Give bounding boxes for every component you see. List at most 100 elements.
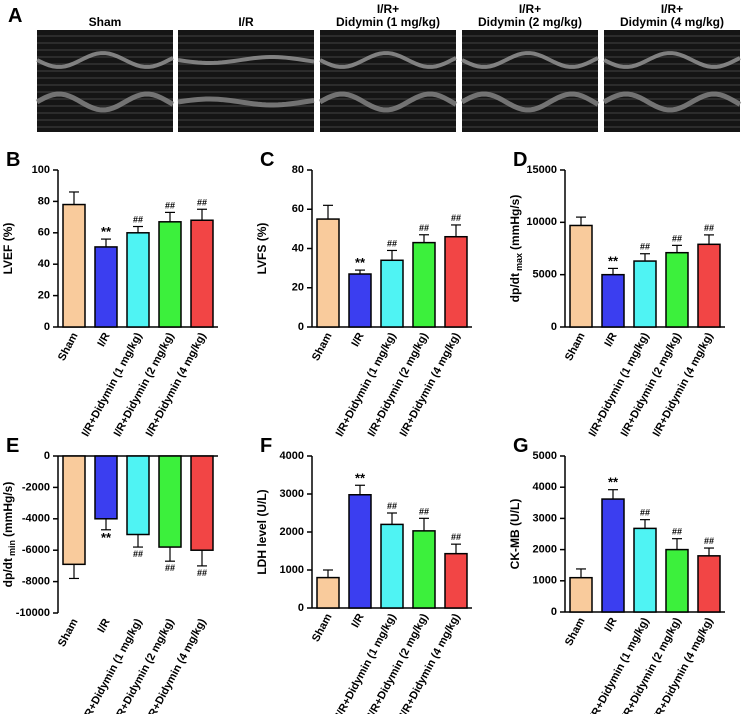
y-axis-label-main: LDH level (U/L) [255,489,269,574]
bar [444,552,468,609]
significance-label: ## [133,549,143,559]
x-tick-label: Sham [56,331,81,363]
bar [665,251,689,328]
image-title: I/R [238,15,254,29]
x-tick-label: I/R [95,617,112,635]
y-tick-label: 40 [292,242,304,254]
bar [62,455,86,566]
significance-label: ## [640,242,650,252]
y-axis-label: dp/dt max (mmHg/s) [508,195,524,303]
image-wall [319,51,457,69]
image-background [178,30,314,132]
y-tick-label: 80 [292,164,304,176]
x-tick-label: Sham [310,612,335,644]
y-axis-label-unit: (mmHg/s) [508,195,522,250]
y-tick-label: 1000 [533,575,557,587]
bar [348,273,372,328]
bar [697,243,721,328]
bar [601,273,625,328]
y-tick-label: 5000 [533,269,557,281]
significance-label: ** [101,224,112,239]
y-tick-label: 80 [38,195,50,207]
y-tick-label: 2000 [533,544,557,556]
y-tick-label: 5000 [533,450,557,462]
panel-label: D [513,149,527,171]
bar [62,203,86,328]
y-axis-label-main: LVEF (%) [1,223,15,275]
panel-label: A [8,5,22,27]
panel-label: F [260,435,272,457]
significance-label: ## [704,223,714,233]
y-tick-label: 0 [298,602,304,614]
bar [158,455,182,548]
y-tick-label: 0 [44,321,50,333]
x-tick-label: I/R [349,331,366,349]
image-background [37,30,173,132]
bar [601,498,625,613]
significance-label: ## [197,197,207,207]
y-tick-label: 60 [38,227,50,239]
x-tick-label: I/R+Didymin (1 mg/kg) [587,330,652,438]
x-tick-label: I/R+Didymin (4 mg/kg) [144,330,209,438]
significance-label: ## [640,508,650,518]
x-tick-label: I/R [349,612,366,630]
y-axis-label: LDH level (U/L) [255,489,269,574]
x-tick-label: I/R [95,331,112,349]
image-title: I/R+ [377,2,399,16]
image-wall [461,51,599,69]
image-wall [603,51,741,69]
x-tick-label: I/R+Didymin (1 mg/kg) [334,611,399,714]
image-background [604,30,740,132]
echo-image [177,30,315,132]
x-tick-label: I/R+Didymin (1 mg/kg) [80,330,145,438]
x-tick-label: I/R [602,331,619,349]
bar [633,527,657,613]
y-axis-label: CK-MB (U/L) [508,499,522,570]
y-tick-label: 0 [551,321,557,333]
y-tick-label: -8000 [22,576,50,588]
y-tick-label: 0 [298,321,304,333]
significance-label: ## [451,213,461,223]
image-background [462,30,598,132]
bar [569,576,593,613]
echo-image [35,30,175,132]
panel-label: B [6,149,20,171]
bar [348,494,372,609]
y-axis-label-unit: (mmHg/s) [1,482,15,537]
bar [190,455,214,551]
echo-image [318,30,458,132]
x-tick-label: I/R+Didymin (4 mg/kg) [398,611,463,714]
x-tick-label: I/R+Didymin (2 mg/kg) [619,330,684,438]
y-tick-label: 1000 [280,564,304,576]
y-tick-label: -6000 [22,544,50,556]
bar [697,555,721,613]
echo-image [460,30,600,132]
x-tick-label: I/R+Didymin (2 mg/kg) [366,330,431,438]
bar [316,576,340,609]
image-wall [318,91,458,113]
bar [158,221,182,328]
significance-label: ## [165,200,175,210]
bar [569,224,593,328]
x-tick-label: Sham [310,331,335,363]
y-tick-label: 100 [32,164,50,176]
bar [633,260,657,328]
significance-label: ## [451,532,461,542]
significance-label: ## [165,563,175,573]
bar [380,259,404,328]
image-wall [36,51,174,69]
y-tick-label: 20 [292,282,304,294]
image-background [320,30,456,132]
y-tick-label: 3000 [280,488,304,500]
bar [94,455,118,520]
bar [412,530,436,609]
image-title: Didymin (4 mg/kg) [620,15,724,29]
x-tick-label: I/R+Didymin (4 mg/kg) [651,330,716,438]
y-tick-label: 0 [44,450,50,462]
y-tick-label: 10000 [526,216,557,228]
y-axis-label-main: LVFS (%) [255,223,269,275]
y-axis-label-main: dp/dt [508,273,522,302]
x-tick-label: I/R [602,616,619,634]
image-wall [177,96,315,108]
